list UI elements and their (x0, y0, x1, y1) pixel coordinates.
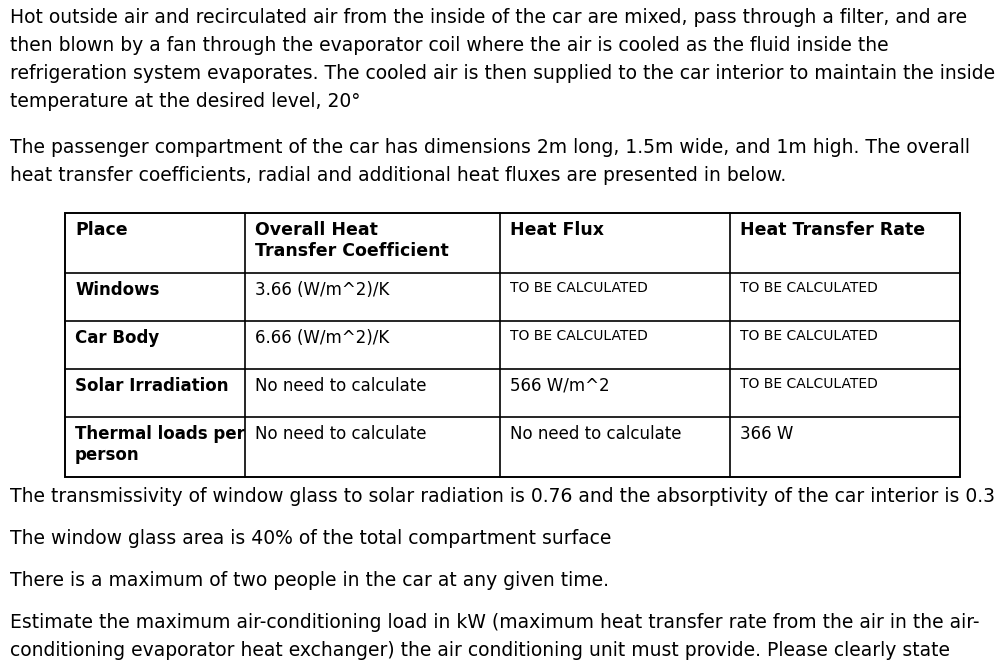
Text: No need to calculate: No need to calculate (255, 425, 427, 443)
Text: No need to calculate: No need to calculate (510, 425, 682, 443)
Text: TO BE CALCULATED: TO BE CALCULATED (740, 377, 878, 391)
Text: TO BE CALCULATED: TO BE CALCULATED (740, 281, 878, 295)
Text: No need to calculate: No need to calculate (255, 377, 427, 395)
Text: 366 W: 366 W (740, 425, 794, 443)
Text: Hot outside air and recirculated air from the inside of the car are mixed, pass : Hot outside air and recirculated air fro… (10, 8, 967, 27)
Text: refrigeration system evaporates. The cooled air is then supplied to the car inte: refrigeration system evaporates. The coo… (10, 64, 995, 83)
Text: The passenger compartment of the car has dimensions 2m long, 1.5m wide, and 1m h: The passenger compartment of the car has… (10, 138, 970, 157)
Text: 3.66 (W/m^2)/K: 3.66 (W/m^2)/K (255, 281, 390, 299)
Text: Heat Flux: Heat Flux (510, 221, 604, 239)
Text: TO BE CALCULATED: TO BE CALCULATED (510, 281, 648, 295)
Text: The transmissivity of window glass to solar radiation is 0.76 and the absorptivi: The transmissivity of window glass to so… (10, 487, 997, 506)
Text: conditioning evaporator heat exchanger) the air conditioning unit must provide. : conditioning evaporator heat exchanger) … (10, 641, 950, 660)
Text: Overall Heat
Transfer Coefficient: Overall Heat Transfer Coefficient (255, 221, 449, 260)
Text: temperature at the desired level, 20°: temperature at the desired level, 20° (10, 92, 361, 111)
Text: Place: Place (75, 221, 128, 239)
Text: then blown by a fan through the evaporator coil where the air is cooled as the f: then blown by a fan through the evaporat… (10, 36, 888, 55)
Text: heat transfer coefficients, radial and additional heat fluxes are presented in b: heat transfer coefficients, radial and a… (10, 166, 787, 185)
Text: 6.66 (W/m^2)/K: 6.66 (W/m^2)/K (255, 329, 389, 347)
Text: There is a maximum of two people in the car at any given time.: There is a maximum of two people in the … (10, 571, 609, 590)
Text: TO BE CALCULATED: TO BE CALCULATED (510, 329, 648, 343)
Text: Estimate the maximum air-conditioning load in kW (maximum heat transfer rate fro: Estimate the maximum air-conditioning lo… (10, 613, 979, 632)
Text: Heat Transfer Rate: Heat Transfer Rate (740, 221, 925, 239)
Text: Car Body: Car Body (75, 329, 160, 347)
Text: TO BE CALCULATED: TO BE CALCULATED (740, 329, 878, 343)
Text: 566 W/m^2: 566 W/m^2 (510, 377, 609, 395)
Text: Thermal loads per
person: Thermal loads per person (75, 425, 245, 464)
Text: Windows: Windows (75, 281, 160, 299)
Text: Solar Irradiation: Solar Irradiation (75, 377, 228, 395)
Text: The window glass area is 40% of the total compartment surface: The window glass area is 40% of the tota… (10, 529, 611, 548)
